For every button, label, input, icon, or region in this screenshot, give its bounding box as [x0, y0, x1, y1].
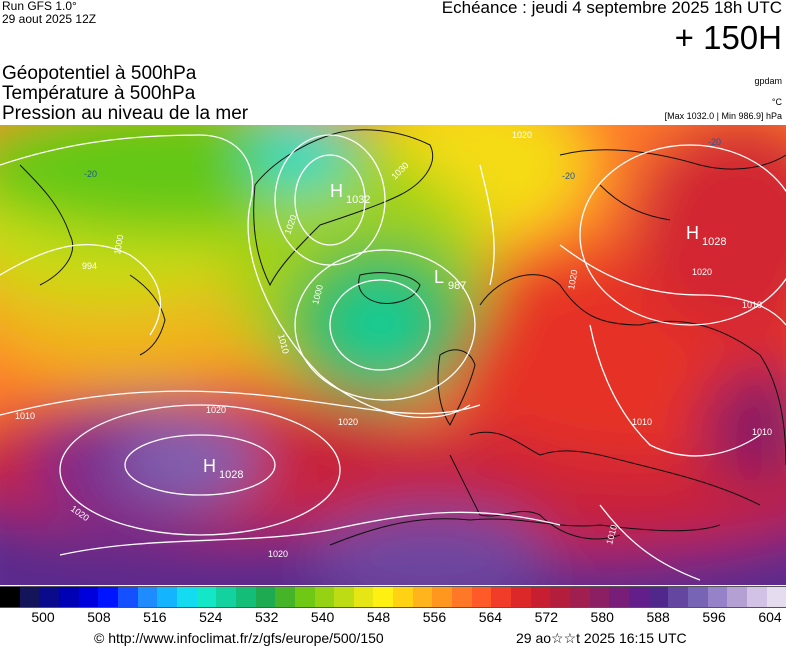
color-scale-segment	[157, 587, 177, 607]
isobar-label: 1010	[752, 427, 772, 437]
color-scale-segment	[373, 587, 394, 607]
color-scale-segment	[766, 587, 786, 607]
color-scale-segment	[412, 587, 433, 607]
color-scale-tick: 548	[366, 609, 391, 625]
color-scale-tick: 524	[199, 609, 223, 625]
field-temperature-label: Température à 500hPa	[2, 83, 196, 104]
field-geopotential-label: Géopotentiel à 500hPa	[2, 63, 197, 84]
isobar-label: 994	[82, 261, 97, 271]
color-scale-segment	[255, 587, 276, 607]
lead-time: + 150H	[674, 19, 782, 56]
color-scale-segment	[727, 587, 747, 607]
color-scale-segment	[471, 587, 492, 607]
svg-text:1028: 1028	[702, 236, 726, 248]
low-center-987: L	[434, 267, 444, 287]
run-date: 29 aout 2025 12Z	[2, 12, 97, 26]
isobar-label: 1020	[512, 130, 532, 140]
generated-date: 29 ao☆☆t 2025 16:15 UTC	[516, 630, 687, 646]
temperature-label: -20	[708, 137, 721, 147]
color-scale-tick: 580	[590, 609, 614, 625]
color-scale-segment	[589, 587, 610, 607]
color-scale-segment	[707, 587, 728, 607]
color-scale-segment	[294, 587, 315, 607]
field-pressure-label: Pression au niveau de la mer	[2, 103, 249, 124]
isobar-label: 1010	[632, 417, 652, 427]
color-scale-tick: 572	[534, 609, 558, 625]
color-scale-segment	[176, 587, 197, 607]
high-center-1028-east: H	[686, 223, 699, 243]
isobars	[0, 134, 786, 581]
color-scale-bar	[0, 586, 786, 608]
color-scale-segment	[353, 587, 374, 607]
color-scale-segment	[39, 587, 59, 607]
run-label: Run GFS 1.0°	[2, 0, 77, 13]
color-scale-segment	[334, 587, 354, 607]
color-scale-segment	[609, 587, 629, 607]
color-scale-segment	[19, 587, 40, 607]
color-scale-segment	[629, 587, 649, 607]
high-center-1028-atlantic: H	[203, 456, 216, 476]
color-scale-segment	[196, 587, 217, 607]
color-scale-segment	[491, 587, 512, 607]
color-scale-segment	[275, 587, 295, 607]
pressure-centers: H 1032 L 987 H 1028 H 1028	[203, 181, 726, 481]
isobar-label: 1020	[566, 269, 579, 290]
color-scale-segment	[216, 587, 236, 607]
color-scale-tick: 508	[87, 609, 111, 625]
color-scale-segment	[452, 587, 472, 607]
color-scale-segment	[746, 587, 767, 607]
color-scale-segment	[687, 587, 708, 607]
isobar-label: 1010	[15, 411, 35, 421]
color-scale-tick: 516	[143, 609, 167, 625]
color-scale-segment	[432, 587, 453, 607]
svg-text:987: 987	[448, 280, 466, 292]
svg-text:1028: 1028	[219, 469, 243, 481]
color-scale-tick: 604	[758, 609, 782, 625]
high-center-1032: H	[330, 181, 343, 201]
color-scale-segment	[648, 587, 669, 607]
color-scale-segment	[78, 587, 99, 607]
isobar-label: 1020	[206, 405, 226, 415]
coastlines	[19, 129, 786, 546]
source-url: © http://www.infoclimat.fr/z/gfs/europe/…	[94, 630, 384, 646]
color-scale-tick: 500	[31, 609, 55, 625]
color-scale-segment	[235, 587, 256, 607]
isobar-label: 1020	[268, 549, 288, 559]
temperature-unit: °C	[771, 97, 782, 107]
isobar-label: 1010	[742, 300, 762, 310]
color-scale-tick: 564	[478, 609, 503, 625]
isobar-label: 1020	[692, 267, 712, 277]
color-scale-tick: 540	[310, 609, 335, 625]
svg-text:1032: 1032	[346, 194, 370, 206]
isobar-label: 1020	[338, 417, 358, 427]
color-scale-segment	[550, 587, 571, 607]
color-scale-segment	[137, 587, 158, 607]
color-scale-tick: 596	[702, 609, 726, 625]
isobar-label: 1000	[112, 234, 125, 255]
color-scale-segment	[570, 587, 590, 607]
color-scale-segment	[58, 587, 79, 607]
color-scale-segment	[0, 587, 20, 607]
weather-map: H 1032 L 987 H 1028 H 1028 1020 1020 103…	[0, 125, 786, 585]
color-scale-segment	[668, 587, 688, 607]
color-scale-segment	[393, 587, 413, 607]
geopotential-shading	[0, 125, 786, 585]
color-scale-segment	[117, 587, 138, 607]
color-scale-segment	[511, 587, 531, 607]
valid-time: Echéance : jeudi 4 septembre 2025 18h UT…	[441, 0, 782, 17]
color-scale-segment	[314, 587, 335, 607]
pressure-range: [Max 1032.0 | Min 986.9] hPa	[664, 111, 782, 121]
color-scale-ticks: 500 508 516 524 532 540 548 556 564 572 580 588 596 6…	[0, 609, 786, 627]
color-scale-tick: 588	[646, 609, 670, 625]
temperature-label: -20	[562, 171, 575, 181]
temperature-labels: -20 -20 -20	[84, 137, 721, 181]
color-scale-segment	[530, 587, 551, 607]
temperature-label: -20	[84, 169, 97, 179]
color-scale-tick: 556	[422, 609, 447, 625]
color-scale-segment	[98, 587, 118, 607]
color-scale-tick: 532	[255, 609, 279, 625]
geopotential-unit: gpdam	[754, 76, 782, 86]
